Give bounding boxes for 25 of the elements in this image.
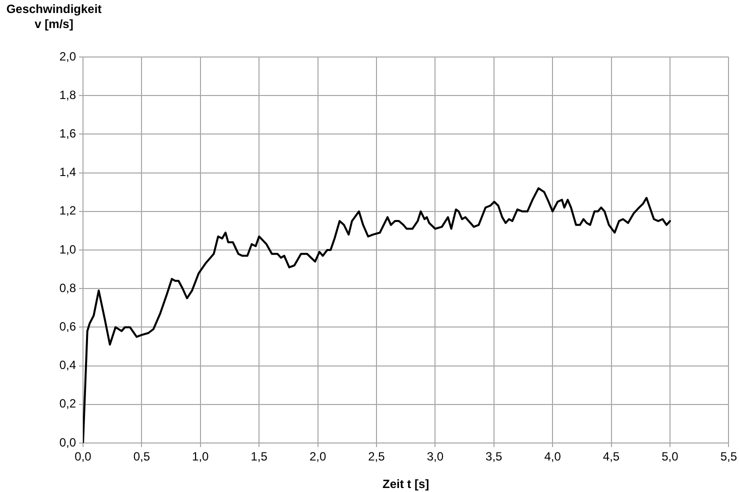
y-tick-label: 1,6 bbox=[59, 126, 76, 141]
x-tick-label: 3,5 bbox=[486, 450, 503, 464]
x-tick-label: 4,5 bbox=[602, 450, 620, 464]
y-tick-label: 1,2 bbox=[59, 204, 76, 218]
y-axis-title: Geschwindigkeit v [m/s] bbox=[5, 2, 103, 32]
y-tick-label: 1,4 bbox=[59, 165, 76, 180]
y-tick-label: 2,0 bbox=[59, 49, 76, 64]
y-tick-label: 0,8 bbox=[59, 280, 76, 295]
x-tick-label: 5,5 bbox=[720, 450, 738, 464]
x-axis-title: Zeit t [s] bbox=[382, 477, 430, 492]
x-tick-label: 2,5 bbox=[368, 450, 386, 464]
x-tick-label: 5,0 bbox=[662, 450, 679, 464]
x-tick-label: 1,5 bbox=[250, 450, 268, 464]
y-tick-label: 0,2 bbox=[59, 396, 76, 411]
x-tick-label: 4,0 bbox=[544, 450, 562, 464]
y-tick-label: 0,4 bbox=[59, 358, 76, 372]
y-tick-label: 1,0 bbox=[59, 242, 76, 256]
x-tick-label: 2,0 bbox=[309, 450, 326, 464]
y-tick-label: 1,8 bbox=[59, 88, 76, 102]
x-tick-label: 0,5 bbox=[133, 450, 150, 464]
x-tick-label: 1,0 bbox=[192, 450, 210, 464]
x-tick-label: 0,0 bbox=[74, 450, 92, 464]
y-tick-label: 0,0 bbox=[59, 435, 76, 450]
x-tick-label: 3,0 bbox=[426, 450, 444, 464]
y-tick-label: 0,6 bbox=[59, 320, 76, 334]
